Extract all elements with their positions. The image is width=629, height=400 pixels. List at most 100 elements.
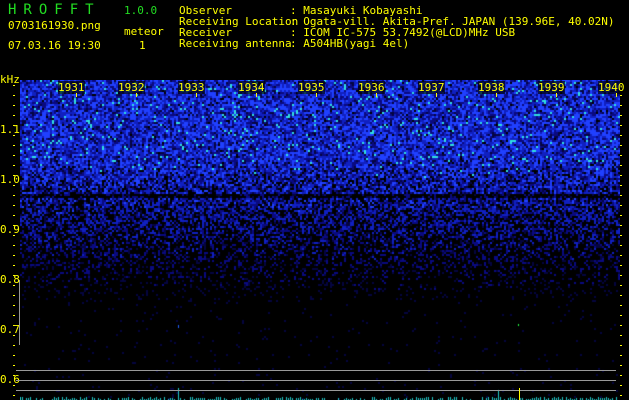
y-tick-mark xyxy=(620,235,622,236)
y-tick-mark xyxy=(620,355,622,356)
x-tick-label: 1934 xyxy=(238,81,265,94)
x-tick-label: 1935 xyxy=(298,81,325,94)
y-tick-mark xyxy=(13,345,15,346)
y-tick-mark xyxy=(13,245,15,246)
y-tick-mark xyxy=(13,95,15,96)
x-tick-mark xyxy=(256,93,257,97)
file-name: 0703161930.png xyxy=(8,19,101,32)
y-tick-mark xyxy=(620,365,622,366)
y-tick-mark xyxy=(13,365,15,366)
y-tick-mark xyxy=(620,255,622,256)
y-tick-mark xyxy=(13,125,15,126)
y-tick-mark xyxy=(13,135,15,136)
y-tick-mark xyxy=(620,275,622,276)
y-tick-mark xyxy=(620,265,622,266)
y-tick-mark xyxy=(13,195,15,196)
y-tick-mark xyxy=(13,235,15,236)
y-tick-mark xyxy=(13,225,15,226)
y-tick-mark xyxy=(13,205,15,206)
info-label: Receiver xyxy=(179,26,232,39)
info-value: : Ogata-vill. Akita-Pref. JAPAN (139.96E… xyxy=(290,15,615,28)
y-tick-mark xyxy=(620,135,622,136)
y-tick-mark xyxy=(13,115,15,116)
y-tick-mark xyxy=(13,85,15,86)
y-tick-mark xyxy=(13,285,15,286)
y-tick-mark xyxy=(13,155,15,156)
x-tick-mark xyxy=(76,93,77,97)
y-tick-mark xyxy=(13,255,15,256)
y-tick-mark xyxy=(13,275,15,276)
x-tick-mark xyxy=(316,93,317,97)
y-tick-mark xyxy=(620,205,622,206)
y-tick-mark xyxy=(620,325,622,326)
y-tick-mark xyxy=(620,335,622,336)
y-tick-label: 0.6 xyxy=(0,373,20,386)
y-tick-mark xyxy=(13,315,15,316)
y-tick-mark xyxy=(13,305,15,306)
x-tick-mark xyxy=(376,93,377,97)
x-tick-mark xyxy=(436,93,437,97)
info-label: Observer xyxy=(179,4,232,17)
y-tick-mark xyxy=(620,305,622,306)
x-tick-label: 1933 xyxy=(178,81,205,94)
y-tick-mark xyxy=(620,215,622,216)
file-datetime: 07.03.16 19:30 xyxy=(8,39,101,52)
y-tick-mark xyxy=(620,385,622,386)
y-tick-mark xyxy=(13,145,15,146)
spectrogram xyxy=(20,80,620,400)
y-tick-mark xyxy=(620,145,622,146)
y-tick-mark xyxy=(13,335,15,336)
y-tick-label: 1.1 xyxy=(0,123,20,136)
y-tick-mark xyxy=(620,105,622,106)
axis-line xyxy=(19,280,20,345)
info-value: : A504HB(yagi 4el) xyxy=(290,37,410,50)
y-tick-label: 0.8 xyxy=(0,273,20,286)
y-tick-mark xyxy=(13,385,15,386)
info-label: Receiving antenna xyxy=(179,37,292,50)
y-tick-mark xyxy=(620,345,622,346)
app-version: 1.0.0 xyxy=(124,4,158,17)
y-tick-mark xyxy=(620,115,622,116)
meteor-count: 1 xyxy=(139,39,146,52)
x-tick-mark xyxy=(196,93,197,97)
y-tick-mark xyxy=(620,285,622,286)
y-tick-mark xyxy=(620,95,622,96)
y-tick-mark xyxy=(620,315,622,316)
y-tick-mark xyxy=(620,195,622,196)
x-tick-label: 1938 xyxy=(478,81,505,94)
y-tick-mark xyxy=(13,265,15,266)
info-label: Receiving Location xyxy=(179,15,299,28)
y-tick-mark xyxy=(13,215,15,216)
y-tick-mark xyxy=(620,225,622,226)
y-tick-mark xyxy=(620,125,622,126)
y-tick-mark xyxy=(13,355,15,356)
y-tick-mark xyxy=(620,295,622,296)
y-tick-mark xyxy=(13,175,15,176)
y-tick-mark xyxy=(13,325,15,326)
y-tick-mark xyxy=(620,155,622,156)
reference-line xyxy=(16,370,616,371)
y-tick-label: 0.7 xyxy=(0,323,20,336)
y-tick-mark xyxy=(13,395,15,396)
y-tick-mark xyxy=(620,245,622,246)
x-tick-label: 1931 xyxy=(58,81,85,94)
y-tick-mark xyxy=(13,105,15,106)
info-value: : ICOM IC-575 53.7492(@LCD)MHz USB xyxy=(290,26,516,39)
y-tick-mark xyxy=(620,175,622,176)
x-tick-label: 1936 xyxy=(358,81,385,94)
y-tick-mark xyxy=(620,395,622,396)
y-tick-mark xyxy=(620,165,622,166)
x-tick-label: 1939 xyxy=(538,81,565,94)
y-tick-label: 0.9 xyxy=(0,223,20,236)
y-axis-label: kHz xyxy=(0,73,20,86)
y-tick-mark xyxy=(620,375,622,376)
meteor-label: meteor xyxy=(124,25,164,38)
x-tick-label: 1937 xyxy=(418,81,445,94)
x-tick-mark xyxy=(556,93,557,97)
x-tick-mark xyxy=(496,93,497,97)
y-tick-mark xyxy=(620,185,622,186)
y-tick-mark xyxy=(13,295,15,296)
reference-line xyxy=(16,380,616,381)
y-tick-mark xyxy=(13,375,15,376)
info-value: : Masayuki Kobayashi xyxy=(290,4,423,17)
